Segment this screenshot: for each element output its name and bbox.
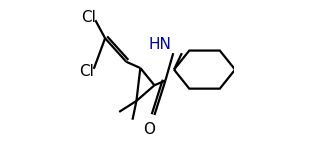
Text: O: O: [143, 122, 155, 137]
Text: HN: HN: [149, 37, 171, 52]
Text: Cl: Cl: [81, 10, 96, 25]
Text: Cl: Cl: [79, 64, 94, 79]
